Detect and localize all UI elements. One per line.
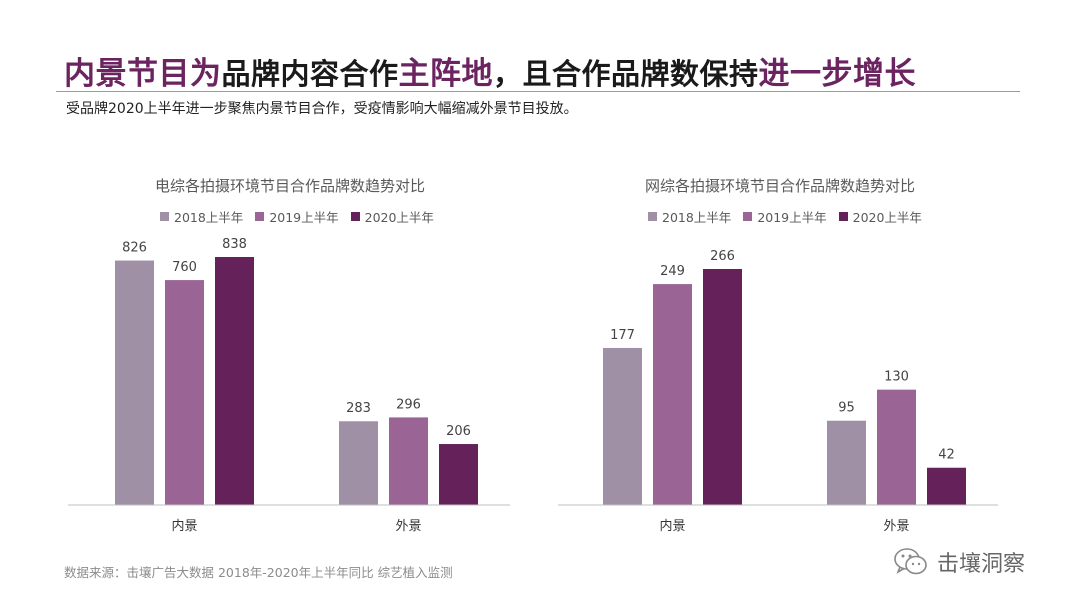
data-label-tv-outdoor-2018: 283	[346, 401, 371, 416]
legend-label: 2019上半年	[757, 210, 827, 225]
legend-swatch-2019	[743, 212, 753, 221]
data-label-web-outdoor-2019: 130	[884, 370, 909, 385]
brand-watermark: 击壤洞察	[893, 546, 1025, 578]
wechat-icon	[894, 548, 927, 575]
data-label-tv-indoor-2018: 826	[122, 241, 147, 256]
category-label-web-indoor: 内景	[659, 518, 685, 534]
legend-item-2018: 2018上半年	[160, 207, 243, 226]
bar-tv-outdoor-2018	[339, 421, 378, 505]
data-label-web-indoor-2018: 177	[610, 328, 635, 343]
headline-highlight-2: 主阵地	[398, 56, 494, 92]
bar-tv-outdoor-2020	[439, 444, 478, 505]
legend-swatch-2018	[160, 212, 169, 221]
data-label-tv-outdoor-2020: 206	[446, 424, 471, 439]
bar-tv-indoor-2018	[115, 260, 154, 505]
bar-web-outdoor-2019	[877, 389, 916, 505]
category-label-tv-outdoor: 外景	[395, 519, 421, 534]
headline-text-1: 品牌内容合作	[221, 57, 399, 91]
category-label-tv-indoor: 内景	[171, 518, 197, 534]
legend-swatch-2018	[648, 212, 657, 221]
data-label-web-outdoor-2018: 95	[838, 401, 855, 416]
data-source: 数据来源：击壤广告大数据 2018年-2020年上半年同比 综艺植入监测	[64, 565, 453, 580]
page-subtitle: 受品牌2020上半年进一步聚焦内景节目合作，受疫情影响大幅缩减外景节目投放。	[66, 101, 578, 117]
chart-title-web: 网综各拍摄环境节目合作品牌数趋势对比	[644, 177, 915, 195]
headline: 内景节目为品牌内容合作主阵地，且合作品牌数保持进一步增长	[64, 48, 1024, 93]
bar-web-indoor-2018	[603, 347, 642, 505]
category-label-web-outdoor: 外景	[883, 519, 909, 534]
data-label-web-outdoor-2020: 42	[938, 448, 955, 463]
legend-swatch-2019	[255, 212, 265, 221]
bar-web-indoor-2019	[653, 284, 692, 505]
legend-item-2019: 2019上半年	[743, 207, 827, 226]
data-label-web-indoor-2019: 249	[660, 264, 685, 279]
legend-item-2020: 2020上半年	[350, 207, 434, 226]
bar-tv-outdoor-2019	[389, 417, 428, 505]
bar-tv-indoor-2019	[165, 280, 204, 505]
data-label-tv-outdoor-2019: 296	[396, 397, 421, 412]
brand-name: 击壤洞察	[937, 552, 1026, 577]
legend-label: 2018上半年	[662, 210, 732, 225]
data-label-tv-indoor-2019: 760	[172, 260, 197, 275]
legend-label: 2020上半年	[852, 210, 922, 225]
legend-label: 2018上半年	[174, 210, 244, 225]
headline-highlight-1: 内景节目为	[64, 56, 222, 92]
legend-label: 2019上半年	[269, 210, 339, 225]
legend-label: 2020上半年	[364, 210, 434, 225]
bar-web-outdoor-2020	[927, 467, 966, 505]
legend-item-2018: 2018上半年	[648, 207, 731, 226]
bar-web-outdoor-2018	[827, 420, 866, 505]
legend-item-2019: 2019上半年	[255, 207, 339, 226]
bar-web-indoor-2020	[703, 269, 742, 505]
data-label-tv-indoor-2020: 838	[222, 237, 247, 252]
legend-item-2020: 2020上半年	[838, 207, 922, 226]
data-label-web-indoor-2020: 266	[710, 249, 735, 264]
headline-divider	[56, 91, 1020, 92]
headline-highlight-3: 进一步增长	[758, 56, 917, 92]
legend-tv: 2018上半年 2019上半年 2020上半年	[160, 207, 434, 226]
chart-title-tv: 电综各拍摄环境节目合作品牌数趋势对比	[154, 177, 425, 195]
legend-swatch-2020	[350, 212, 360, 221]
headline-text-2: ，且合作品牌数保持	[493, 57, 759, 91]
legend-web: 2018上半年 2019上半年 2020上半年	[648, 207, 922, 226]
legend-swatch-2020	[838, 212, 848, 221]
bar-tv-indoor-2020	[215, 257, 254, 505]
